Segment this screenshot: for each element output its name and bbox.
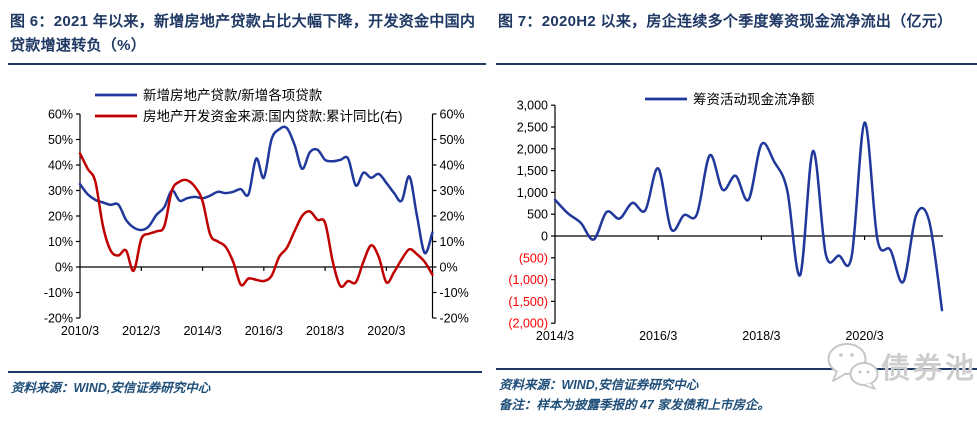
y-tick-label-right: 50%	[440, 133, 465, 147]
series-line-1	[78, 152, 434, 289]
x-tick-label: 2018/3	[306, 324, 344, 338]
y-tick-label: -10%	[44, 286, 73, 300]
x-tick-label: 2010/3	[61, 324, 99, 338]
y-tick-label: (2,000)	[508, 317, 548, 331]
y-tick-label-right: 40%	[440, 159, 465, 173]
x-tick-label: 2020/3	[845, 329, 883, 343]
figure7-panel: 图 7：2020H2 以来，房企连续多个季度筹资现金流净流出（亿元） 3,000…	[488, 0, 977, 421]
figure7-source-rule	[496, 368, 977, 370]
y-tick-label: 1,000	[517, 186, 548, 200]
y-tick-label: 1,500	[517, 164, 548, 178]
x-tick-label: 2020/3	[367, 324, 405, 338]
y-tick-label-right: 30%	[440, 184, 465, 198]
y-tick-label: 50%	[48, 133, 73, 147]
x-tick-label: 2012/3	[122, 324, 160, 338]
legend-label-0: 筹资活动现金流净额	[693, 91, 815, 107]
y-tick-label: -20%	[44, 312, 73, 326]
figure6-title: 图 6：2021 年以来，新增房地产贷款占比大幅下降，开发资金中国内贷款增速转负…	[10, 13, 476, 54]
y-tick-label-right: 10%	[440, 235, 465, 249]
y-tick-label-right: 60%	[440, 108, 465, 122]
y-tick-label: 0	[541, 230, 548, 244]
figure7-note: 备注：样本为披露季报的 47 家发债和上市房企。	[499, 398, 770, 412]
figure7-source: 资料来源：WIND,安信证券研究中心	[499, 378, 699, 392]
figure6-source: 资料来源：WIND,安信证券研究中心	[11, 381, 211, 395]
y-tick-label: 2,000	[517, 142, 548, 156]
figure6-chart: 60% 60% 50% 50% 40% 40% 30% 30% 20% 20% 10% 10% 0% 0%…	[44, 88, 469, 338]
y-tick-label-right: 0%	[440, 261, 458, 275]
y-tick-label: 40%	[48, 159, 73, 173]
brand-logo: 债券池	[825, 341, 977, 391]
figure6-title-rule	[8, 63, 486, 65]
series-line-0	[553, 121, 944, 312]
y-tick-label-right: 20%	[440, 210, 465, 224]
x-tick-label: 2016/3	[245, 324, 283, 338]
figure6-panel: 图 6：2021 年以来，新增房地产贷款占比大幅下降，开发资金中国内贷款增速转负…	[0, 0, 488, 421]
x-tick-label: 2014/3	[183, 324, 221, 338]
x-tick-label: 2018/3	[742, 329, 780, 343]
y-tick-label: (500)	[519, 251, 548, 265]
y-tick-label: 10%	[48, 235, 73, 249]
figure6-source-rule	[8, 371, 482, 373]
figure7-title-rule	[496, 63, 977, 65]
y-tick-label: 3,000	[517, 99, 548, 113]
y-tick-label-right: -20%	[440, 312, 469, 326]
y-tick-label: (1,000)	[508, 273, 548, 287]
x-tick-label: 2014/3	[536, 329, 574, 343]
series-line-0	[78, 125, 434, 255]
y-tick-label: 20%	[48, 210, 73, 224]
x-tick-label: 2016/3	[639, 329, 677, 343]
y-tick-label-right: -10%	[440, 286, 469, 300]
figure7-title: 图 7：2020H2 以来，房企连续多个季度筹资现金流净流出（亿元）	[498, 13, 953, 30]
y-tick-label: 0%	[55, 261, 73, 275]
logo-text: 债券池	[880, 353, 977, 385]
y-tick-label: (1,500)	[508, 295, 548, 309]
legend-label-0: 新增房地产贷款/新增各项贷款	[143, 88, 323, 103]
figure7-chart: 3,000 2,500 2,000 1,500 1,000 500 0 (500) (1,000…	[508, 91, 944, 343]
y-tick-label: 2,500	[517, 121, 548, 135]
chat-bubbles-icon	[827, 343, 879, 390]
y-tick-label: 60%	[48, 108, 73, 122]
y-tick-label: 30%	[48, 184, 73, 198]
y-tick-label: 500	[527, 208, 548, 222]
legend-label-1: 房地产开发资金来源:国内贷款:累计同比(右)	[143, 109, 403, 124]
